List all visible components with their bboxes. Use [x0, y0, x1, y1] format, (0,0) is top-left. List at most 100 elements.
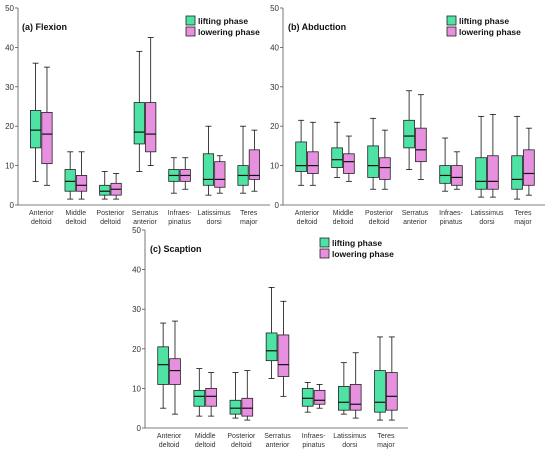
panel-flexion: 0 10 20 30 40 50 (a) Flexion lifting phaselower… [5, 4, 270, 226]
y-tick-label: 10 [132, 384, 141, 393]
legend-swatch-lifting [186, 16, 195, 25]
category-label-line: Posterior [365, 210, 394, 217]
category-label: Middle deltoid [333, 210, 354, 226]
y-tick-label: 0 [275, 201, 280, 210]
category-label: Anterior deltoid [29, 210, 54, 226]
y-tick-label: 0 [137, 424, 142, 433]
category-label-line: anterior [266, 442, 290, 449]
category-label: Infraes-pinatus [302, 433, 326, 449]
category-label-line: anterior [133, 219, 157, 226]
box-lifting [100, 185, 110, 195]
y-tick-label: 30 [270, 83, 279, 92]
category-label-line: deltoid [297, 219, 318, 226]
legend-label-lifting: lifting phase [459, 16, 509, 26]
category-label-line: dorsi [207, 219, 223, 226]
y-tick-label: 20 [132, 345, 141, 354]
category-label-line: deltoid [66, 219, 87, 226]
category-label: Posterior deltoid [96, 210, 125, 226]
box-lifting [404, 120, 415, 148]
box-lowering [170, 359, 181, 385]
category-label-line: dorsi [479, 219, 495, 226]
box-lowering [146, 103, 156, 152]
category-label-line: Serratus [264, 433, 291, 440]
box-lifting [230, 400, 241, 414]
legend-label-lowering: lowering phase [459, 27, 521, 37]
box-lowering [314, 390, 325, 404]
category-label-line: pinatus [440, 219, 463, 226]
box-lifting [134, 103, 144, 144]
category-label-line: deltoid [159, 442, 180, 449]
box-lowering [206, 388, 217, 406]
category-label: Teres major [377, 433, 395, 449]
box-lifting [158, 347, 169, 385]
box-lifting [203, 154, 213, 186]
box-lifting [368, 146, 379, 178]
box-lifting [440, 166, 451, 184]
category-label: Infraes-pinatus [439, 210, 463, 226]
y-tick-label: 20 [270, 122, 279, 131]
category-label-line: Anterior [29, 210, 54, 217]
category-label-line: Infraes- [168, 210, 192, 217]
category-label: Posterior deltoid [365, 210, 394, 226]
category-label-line: Anterior [295, 210, 320, 217]
y-tick-label: 30 [5, 83, 14, 92]
box-lowering [452, 166, 463, 186]
legend-label-lowering: lowering phase [198, 27, 260, 37]
category-label: Serratus anterior [264, 433, 291, 449]
y-tick-label: 50 [5, 4, 14, 13]
box-lifting [296, 142, 307, 172]
category-label: Teres major [514, 210, 532, 226]
y-tick-label: 30 [132, 305, 141, 314]
category-label-line: Serratus [402, 210, 429, 217]
box-lowering [350, 384, 361, 410]
box-lifting [302, 388, 313, 406]
category-label: Latissimus dorsi [470, 210, 504, 226]
category-label-line: Infraes- [439, 210, 463, 217]
box-lowering [416, 128, 427, 161]
category-label-line: Teres [377, 433, 395, 440]
category-label-line: Infraes- [302, 433, 326, 440]
category-label-line: Anterior [157, 433, 182, 440]
box-lowering [42, 112, 52, 163]
legend-swatch-lowering [447, 27, 456, 36]
category-label: Posterior deltoid [227, 433, 256, 449]
legend-swatch-lowering [320, 249, 329, 258]
panel-title: (a) Flexion [22, 22, 67, 32]
box-lowering [380, 158, 391, 180]
category-label-line: Serratus [132, 210, 159, 217]
legend-swatch-lifting [320, 238, 329, 247]
y-tick-label: 50 [132, 226, 141, 235]
box-lowering [215, 162, 225, 188]
category-label-line: deltoid [31, 219, 52, 226]
category-label-line: Latissimus [333, 433, 367, 440]
panel-title: (c) Scaption [150, 244, 202, 254]
box-lowering [76, 175, 86, 191]
y-tick-label: 40 [132, 266, 141, 275]
box-lifting [30, 110, 40, 147]
category-label-line: deltoid [231, 442, 252, 449]
category-label-line: major [514, 219, 532, 226]
panel-scaption: 0 10 20 30 40 50 (c) Scaption lifting phaselowe… [132, 226, 408, 449]
legend-label-lifting: lifting phase [198, 16, 248, 26]
category-label-line: major [377, 442, 395, 449]
category-label-line: deltoid [333, 219, 354, 226]
box-lowering [488, 156, 499, 189]
category-label: Serratus anterior [402, 210, 429, 226]
category-label-line: Teres [514, 210, 532, 217]
category-label-line: Posterior [96, 210, 125, 217]
y-tick-label: 50 [270, 4, 279, 13]
category-label-line: Middle [195, 433, 216, 440]
category-label: Serratus anterior [132, 210, 159, 226]
category-label-line: dorsi [342, 442, 358, 449]
legend-swatch-lifting [447, 16, 456, 25]
category-label-line: anterior [403, 219, 427, 226]
category-label: Infraes-pinatus [168, 210, 192, 226]
legend-label-lifting: lifting phase [332, 238, 382, 248]
category-label: Middle deltoid [195, 433, 216, 449]
category-label-line: deltoid [195, 442, 216, 449]
category-label: Latissimus dorsi [198, 210, 232, 226]
box-lowering [278, 335, 289, 377]
box-lifting [266, 333, 277, 361]
category-label: Teres major [240, 210, 258, 226]
